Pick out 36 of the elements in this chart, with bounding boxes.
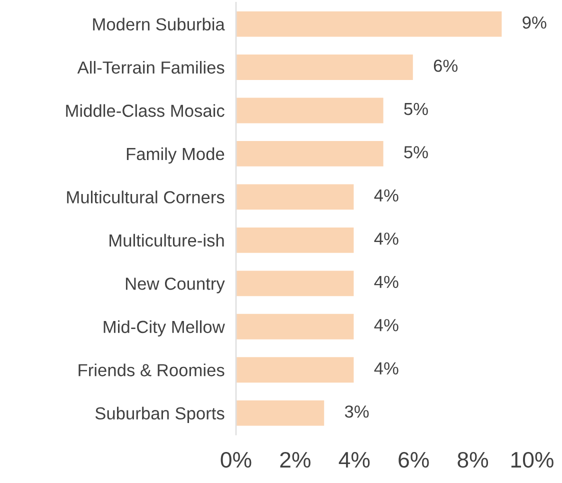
data-label: 5% [404, 146, 428, 158]
data-label: 4% [374, 276, 398, 288]
data-label: 5% [404, 102, 428, 116]
y-tick-label: Multiculture-ish [110, 234, 224, 247]
data-label: 6% [434, 60, 458, 72]
y-tick-label: Modern Suburbia [93, 18, 225, 30]
bar [236, 182, 356, 212]
y-tick-label: Suburban Sports [95, 406, 224, 423]
data-label: 4% [374, 232, 398, 245]
bar [236, 269, 356, 298]
x-tick-label: 6% [398, 452, 429, 468]
bar [236, 96, 385, 125]
y-tick-label: Mid-City Mellow [104, 320, 225, 337]
bar [236, 356, 356, 384]
bar [236, 312, 356, 341]
x-tick-label: 2% [280, 452, 310, 468]
y-tick-label: Multicultural Corners [67, 190, 224, 204]
y-tick-label: All-Terrain Families [77, 60, 224, 74]
bar [236, 226, 356, 254]
data-label: 4% [374, 189, 398, 202]
x-tick-label: 10% [511, 452, 554, 468]
data-label: 4% [374, 319, 398, 332]
bar [236, 53, 414, 82]
data-label: 3% [344, 405, 369, 418]
bar [236, 140, 385, 168]
x-tick-label: 8% [458, 452, 488, 468]
bar [236, 10, 504, 38]
y-tick-label: Middle-Class Mosaic [66, 104, 224, 117]
data-label: 9% [522, 16, 546, 29]
y-tick-label: Friends & Roomies [78, 364, 224, 376]
x-tick-label: 0% [220, 452, 252, 468]
y-tick-label: Family Mode [126, 147, 224, 164]
y-tick-label: New Country [126, 278, 225, 294]
data-label: 4% [374, 362, 398, 374]
x-tick-label: 4% [338, 452, 370, 468]
bar [236, 398, 326, 428]
